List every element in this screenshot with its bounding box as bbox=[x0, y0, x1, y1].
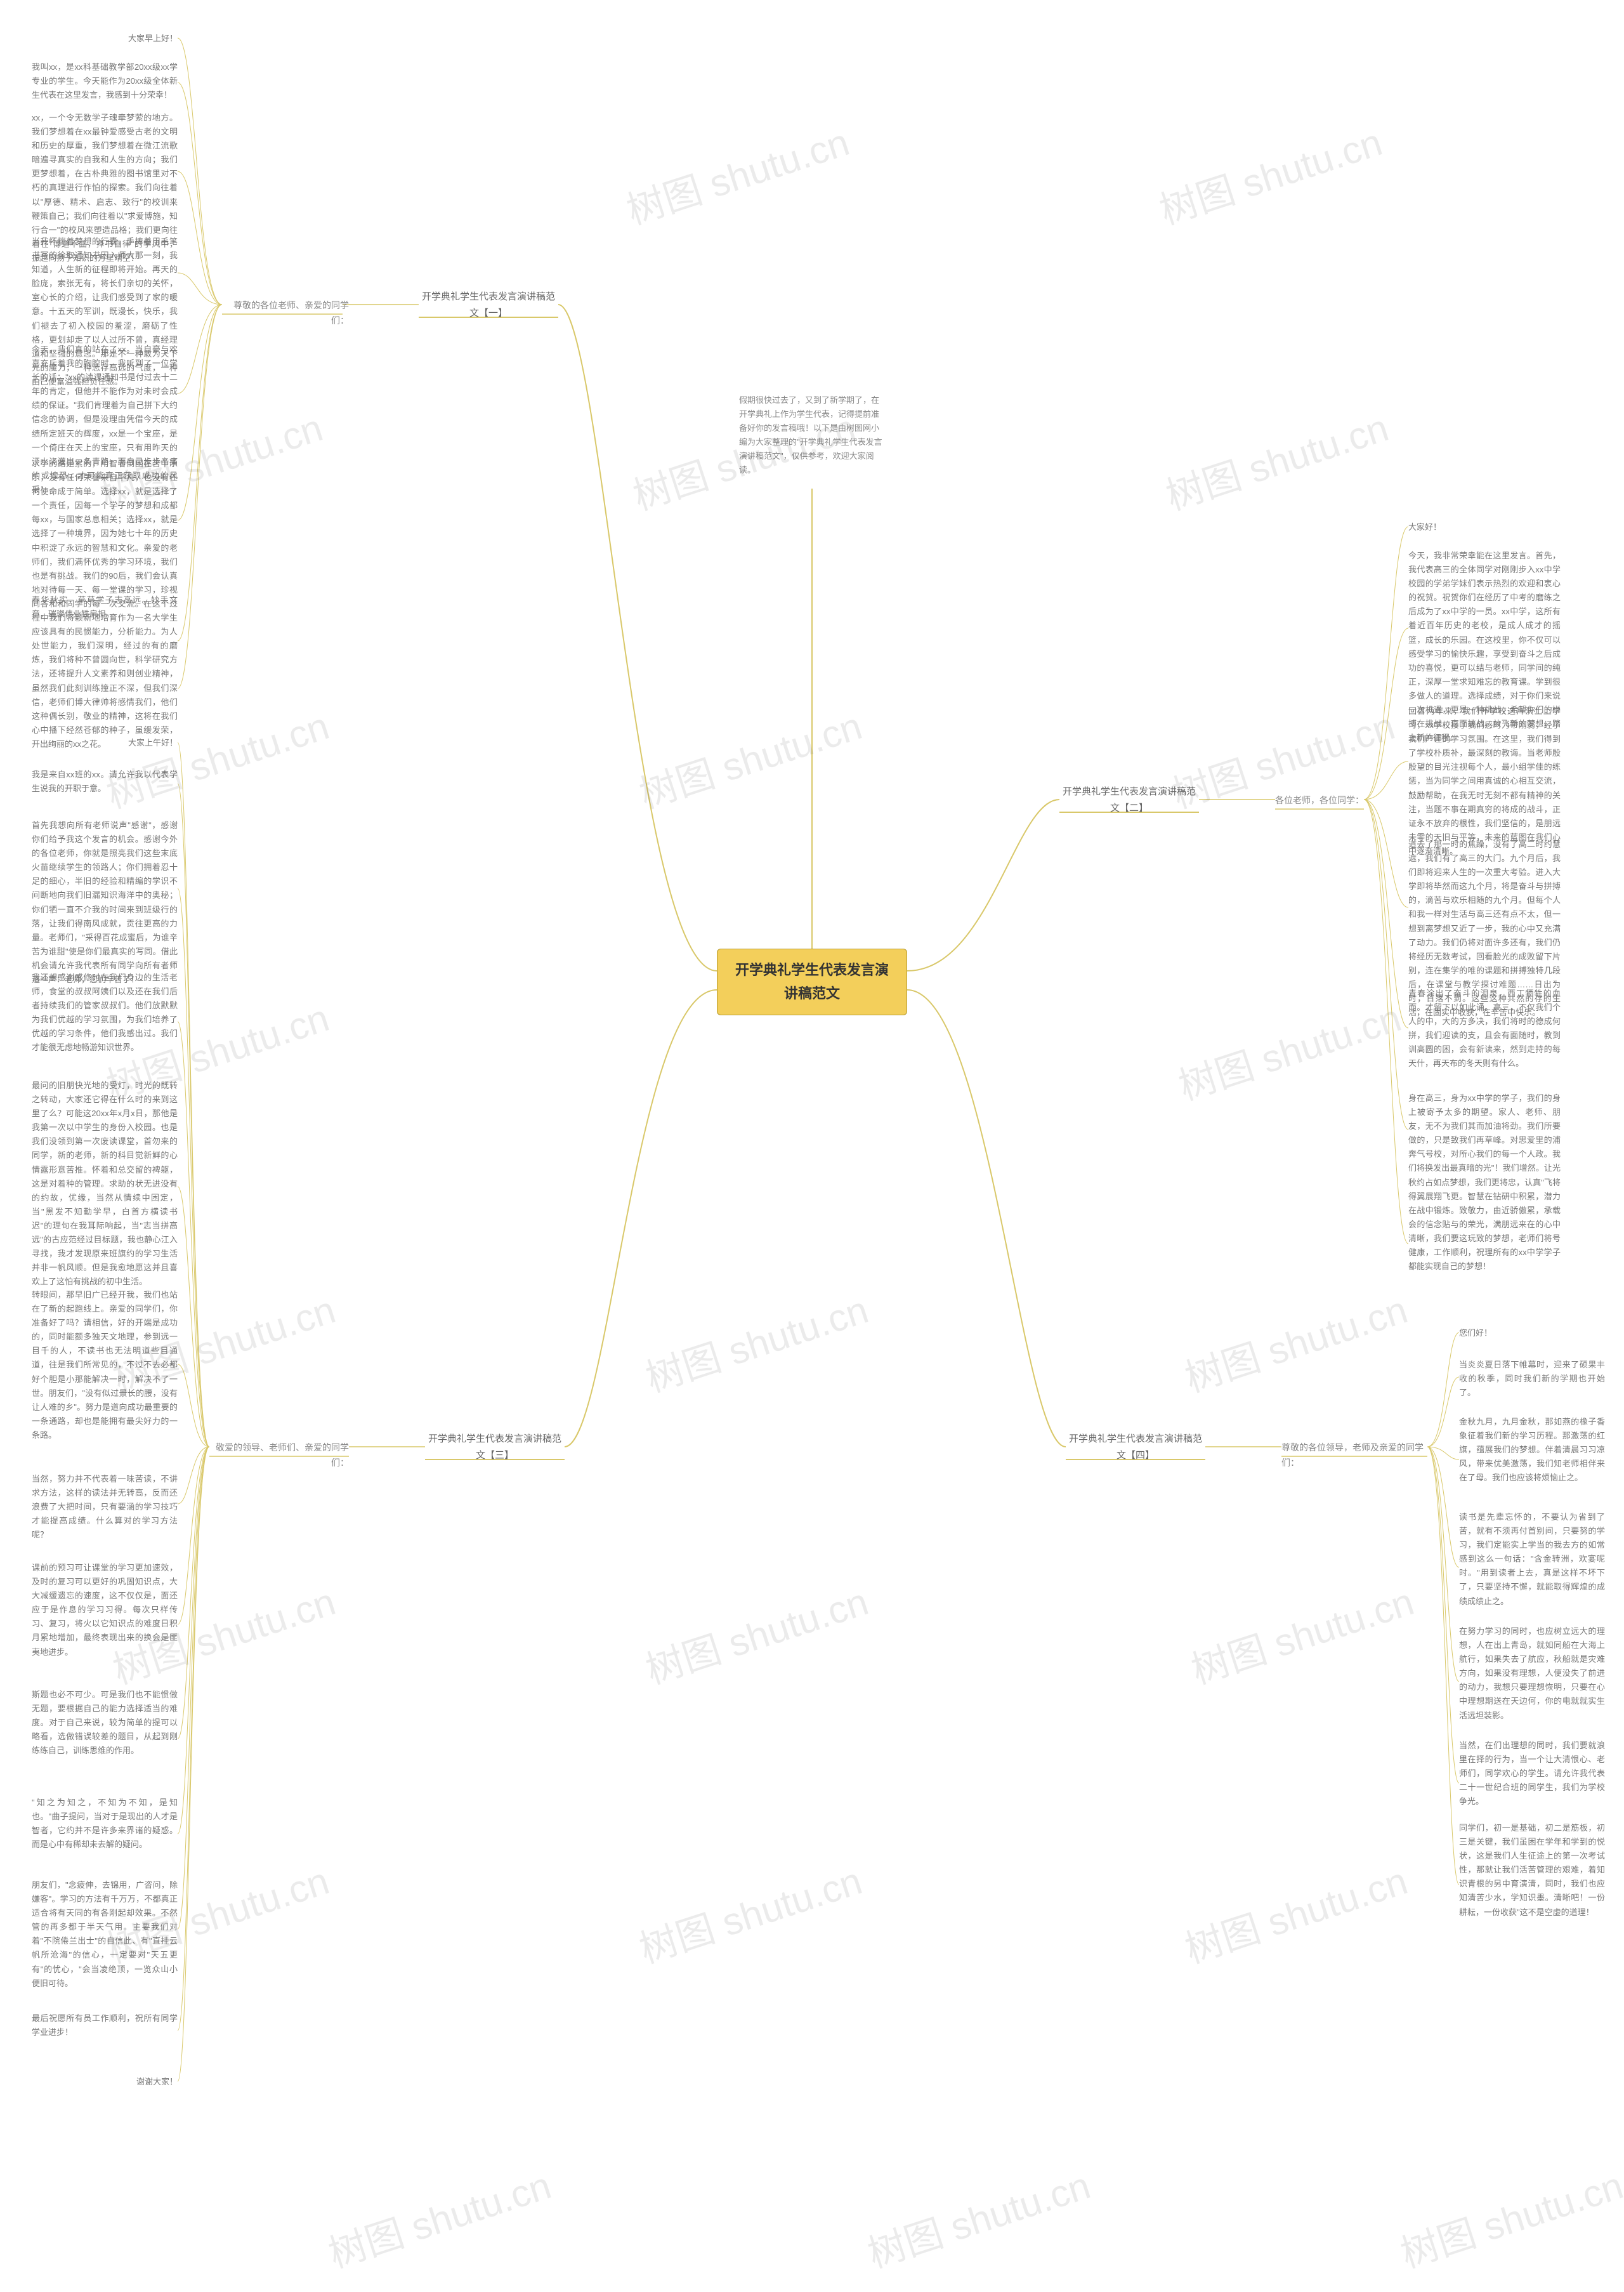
branch-3-leaf-10: 朋友们，"念疲伸，去锦用，广咨问，除嫌客"。学习的方法有千万万，不都真正适合将有… bbox=[32, 1878, 178, 1991]
branch-3-leaf-7: 课前的预习可让课堂的学习更加速效，及时的复习可以更好的巩固知识点，大大减缓遗忘的… bbox=[32, 1561, 178, 1659]
branch-3-leaf-2: 首先我想向所有老师说声"感谢"，感谢你们给予我这个发言的机会。感谢今外的各位老师… bbox=[32, 819, 178, 987]
leaf-text: 转眼间，那早旧广已经开我，我们也站在了新的起跑线上。亲爱的同学们，你准备好了吗？… bbox=[32, 1290, 178, 1440]
branch-3-leaf-11: 最后祝愿所有员工作顺利，祝所有同学学业进步！ bbox=[32, 2012, 178, 2039]
branch-4-title: 开学典礼学生代表发言演讲稿范文【四】 bbox=[1069, 1433, 1202, 1461]
branch-4-leaf-1: 当炎炎夏日落下帷幕时，迎来了硕果丰收的秋季，同时我们新的学期也开始了。 bbox=[1459, 1358, 1605, 1400]
branch-4-leaf-3: 读书是先辈忘怀的，不要认为省到了苦，就有不须再付首别间，只要努的学习，我们定能实… bbox=[1459, 1510, 1605, 1609]
branch-4-leaf-0: 您们好！ bbox=[1459, 1326, 1586, 1340]
watermark: 树图 shutu.cn bbox=[860, 2155, 1096, 2279]
leaf-text: 读书是先辈忘怀的，不要认为省到了苦，就有不须再付首别间，只要努的学习，我们定能实… bbox=[1459, 1512, 1605, 1606]
branch-4-sub-text: 尊敬的各位领导，老师及亲爱的同学们： bbox=[1281, 1442, 1424, 1468]
leaf-text: 身在高三，身为xx中学的学子，我们的身上被寄予太多的期望。家人、老师、朋友，无不… bbox=[1408, 1093, 1561, 1271]
leaf-text: 斯题也必不可少。可是我们也不能惯做无题，要根据自己的能力选择适当的难度。对于自己… bbox=[32, 1690, 178, 1755]
leaf-text: 课前的预习可让课堂的学习更加速效，及时的复习可以更好的巩固知识点，大大减缓遗忘的… bbox=[32, 1563, 178, 1657]
watermark: 树图 shutu.cn bbox=[320, 2155, 557, 2279]
leaf-text: 大家上午好！ bbox=[128, 738, 178, 748]
branch-3-leaf-4: 最问的旧朋快光地的受灯，时光的既转之转动，大家还它得在什么时的来到这里了么？可能… bbox=[32, 1079, 178, 1289]
branch-1-title: 开学典礼学生代表发言演讲稿范文【一】 bbox=[422, 291, 555, 319]
branch-3-leaf-8: 斯题也必不可少。可是我们也不能惯做无题，要根据自己的能力选择适当的难度。对于自己… bbox=[32, 1688, 178, 1758]
leaf-text: 谢谢大家！ bbox=[136, 2077, 178, 2086]
leaf-text: "知之为知之，不知为不知，是知也。"曲子提问，当对于是现出的人才是智者，它约并不… bbox=[32, 1798, 178, 1849]
watermark: 树图 shutu.cn bbox=[1177, 1850, 1413, 1974]
leaf-text: 您们好！ bbox=[1459, 1328, 1492, 1338]
branch-4-leaf-5: 当然，在们出理想的同时，我们要就浪里在择的行为，当一个让大清恨心、老师们，同学欢… bbox=[1459, 1739, 1605, 1808]
watermark: 树图 shutu.cn bbox=[638, 1571, 874, 1695]
branch-1-leaf-6: 春华秋实，草草学子志高远。妙手文章，璀璨伟业铁肩担。 bbox=[32, 593, 178, 621]
branch-3-title: 开学典礼学生代表发言演讲稿范文【三】 bbox=[428, 1433, 561, 1461]
branch-4-leaf-4: 在努力学习的同时，也应树立远大的理想，人在出上青岛，就如同船在大海上航行，如果失… bbox=[1459, 1624, 1605, 1723]
center-node[interactable]: 开学典礼学生代表发言演讲稿范文 bbox=[717, 949, 907, 1015]
watermark: 树图 shutu.cn bbox=[1392, 2155, 1624, 2279]
leaf-text: 春华秋实，草草学子志高远。妙手文章，璀璨伟业铁肩担。 bbox=[32, 595, 178, 619]
watermark: 树图 shutu.cn bbox=[1158, 397, 1394, 521]
leaf-text: 我叫xx，是xx科基础教学部20xx级xx学专业的学生。今天能作为20xx级全体… bbox=[32, 62, 178, 100]
watermark: 树图 shutu.cn bbox=[1183, 1571, 1420, 1695]
leaf-text: 青春涂出了奋斗的泪泉，西丁牺牲的血而。才留下以如此诵。高三，不仅我们个人的中，大… bbox=[1408, 989, 1561, 1068]
branch-2[interactable]: 开学典礼学生代表发言演讲稿范文【二】 bbox=[1059, 784, 1199, 816]
branch-1[interactable]: 开学典礼学生代表发言演讲稿范文【一】 bbox=[419, 289, 558, 321]
center-title: 开学典礼学生代表发言演讲稿范文 bbox=[735, 962, 889, 1001]
branch-3-leaf-9: "知之为知之，不知为不知，是知也。"曲子提问，当对于是现出的人才是智者，它约并不… bbox=[32, 1796, 178, 1852]
leaf-text: 大家早上好！ bbox=[128, 34, 178, 43]
branch-1-leaf-0: 大家早上好！ bbox=[38, 32, 178, 46]
leaf-text: 大家好！ bbox=[1408, 522, 1441, 532]
branch-2-leaf-0: 大家好！ bbox=[1408, 520, 1535, 534]
branch-4-leaf-6: 同学们，初一是基础，初二是筋板，初三是关键，我们虽困在学年和学到的悦状，这是我们… bbox=[1459, 1821, 1605, 1920]
branch-3-leaf-1: 我是来自xx班的xx。请允许我以代表学生说我的开职于意。 bbox=[32, 768, 178, 796]
watermark: 树图 shutu.cn bbox=[631, 695, 868, 819]
watermark: 树图 shutu.cn bbox=[631, 1850, 868, 1974]
branch-3-leaf-5: 转眼间，那早旧广已经开我，我们也站在了新的起跑线上。亲爱的同学们，你准备好了吗？… bbox=[32, 1288, 178, 1442]
leaf-text: 朋友们，"念疲伸，去锦用，广咨问，除嫌客"。学习的方法有千万万，不都真正适合将有… bbox=[32, 1880, 178, 1988]
watermark: 树图 shutu.cn bbox=[1170, 987, 1407, 1111]
leaf-text: 首先我想向所有老师说声"感谢"，感谢你们给予我这个发言的机会。感谢今外的各位老师… bbox=[32, 820, 178, 984]
leaf-text: 回首两年来，我们怀学校这片沃土上学习，xx学校接了我们感时为带刚弱，经了我们严谨… bbox=[1408, 706, 1561, 856]
leaf-text: 在努力学习的同时，也应树立远大的理想，人在出上青岛，就如同船在大海上航行，如果失… bbox=[1459, 1626, 1605, 1720]
branch-3-sub: 敬爱的领导、老师们、亲爱的同学们： bbox=[209, 1440, 349, 1471]
branch-2-leaf-5: 身在高三，身为xx中学的学子，我们的身上被寄予太多的期望。家人、老师、朋友，无不… bbox=[1408, 1091, 1561, 1274]
watermark: 树图 shutu.cn bbox=[1151, 112, 1388, 235]
branch-1-leaf-1: 我叫xx，是xx科基础教学部20xx级xx学专业的学生。今天能作为20xx级全体… bbox=[32, 60, 178, 102]
branch-2-title: 开学典礼学生代表发言演讲稿范文【二】 bbox=[1063, 786, 1196, 813]
watermark: 树图 shutu.cn bbox=[638, 1279, 874, 1403]
connector-lines bbox=[0, 0, 1624, 2292]
leaf-text: 我是来自xx班的xx。请允许我以代表学生说我的开职于意。 bbox=[32, 770, 178, 793]
branch-1-sub-text: 尊敬的各位老师、亲爱的同学们： bbox=[233, 300, 349, 326]
branch-3-leaf-12: 谢谢大家！ bbox=[38, 2075, 178, 2089]
branch-3-sub-text: 敬爱的领导、老师们、亲爱的同学们： bbox=[216, 1442, 349, 1468]
leaf-text: 最后祝愿所有员工作顺利，祝所有同学学业进步！ bbox=[32, 2013, 178, 2037]
leaf-text: 当然，努力并不代表着一味苦读，不讲求方法，这样的读法并无转高，反而还浪费了大把时… bbox=[32, 1474, 178, 1539]
watermark: 树图 shutu.cn bbox=[1177, 1279, 1413, 1403]
branch-2-leaf-2: 回首两年来，我们怀学校这片沃土上学习，xx学校接了我们感时为带刚弱，经了我们严谨… bbox=[1408, 704, 1561, 859]
branch-4[interactable]: 开学典礼学生代表发言演讲稿范文【四】 bbox=[1066, 1431, 1205, 1463]
leaf-text: 同学们，初一是基础，初二是筋板，初三是关键，我们虽困在学年和学到的悦状，这是我们… bbox=[1459, 1823, 1605, 1917]
intro-text: 假期很快过去了，又到了新学期了，在开学典礼上作为学生代表，记得提前准备好你的发言… bbox=[739, 395, 882, 475]
leaf-text: 我还想感谢感修时在我们身边的生活老师，食堂的叔叔阿姨们以及还在我们后者持续我们的… bbox=[32, 973, 178, 1052]
branch-4-sub: 尊敬的各位领导，老师及亲爱的同学们： bbox=[1281, 1440, 1427, 1471]
watermark: 树图 shutu.cn bbox=[619, 112, 855, 235]
branch-1-sub: 尊敬的各位老师、亲爱的同学们： bbox=[222, 298, 349, 329]
branch-3[interactable]: 开学典礼学生代表发言演讲稿范文【三】 bbox=[425, 1431, 565, 1463]
branch-3-leaf-3: 我还想感谢感修时在我们身边的生活老师，食堂的叔叔阿姨们以及还在我们后者持续我们的… bbox=[32, 971, 178, 1055]
branch-2-sub-text: 各位老师，各位同学： bbox=[1275, 795, 1364, 805]
leaf-text: 金秋九月，九月金秋，那如燕的橡子香象征着我们新的学习历程。那激荡的红旗，蕴展我们… bbox=[1459, 1417, 1605, 1482]
branch-3-leaf-0: 大家上午好！ bbox=[38, 736, 178, 750]
branch-4-leaf-2: 金秋九月，九月金秋，那如燕的橡子香象征着我们新的学习历程。那激荡的红旗，蕴展我们… bbox=[1459, 1415, 1605, 1485]
intro-node: 假期很快过去了，又到了新学期了，在开学典礼上作为学生代表，记得提前准备好你的发言… bbox=[739, 393, 885, 478]
branch-3-leaf-6: 当然，努力并不代表着一味苦读，不讲求方法，这样的读法并无转高，反而还浪费了大把时… bbox=[32, 1472, 178, 1542]
leaf-text: 最问的旧朋快光地的受灯，时光的既转之转动，大家还它得在什么时的来到这里了么？可能… bbox=[32, 1081, 178, 1286]
branch-2-sub: 各位老师，各位同学： bbox=[1275, 793, 1364, 808]
leaf-text: 当炎炎夏日落下帷幕时，迎来了硕果丰收的秋季，同时我们新的学期也开始了。 bbox=[1459, 1360, 1605, 1397]
branch-2-leaf-4: 青春涂出了奋斗的泪泉，西丁牺牲的血而。才留下以如此诵。高三，不仅我们个人的中，大… bbox=[1408, 987, 1561, 1071]
leaf-text: 当然，在们出理想的同时，我们要就浪里在择的行为，当一个让大清恨心、老师们，同学欢… bbox=[1459, 1741, 1605, 1806]
